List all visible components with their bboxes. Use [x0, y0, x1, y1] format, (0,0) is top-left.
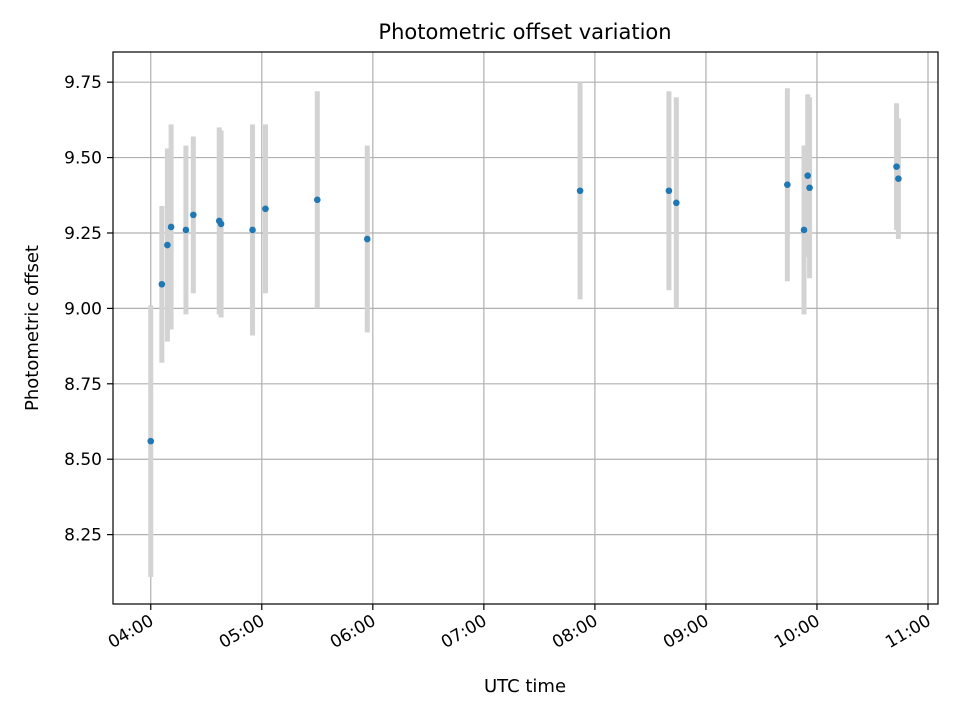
- y-tick-label: 9.00: [64, 299, 102, 319]
- data-point: [167, 223, 175, 231]
- x-tick-label: 04:00: [105, 611, 157, 653]
- data-point: [576, 187, 584, 195]
- y-tick-label: 8.25: [64, 526, 102, 546]
- x-tick-label: 11:00: [882, 611, 934, 653]
- y-tick-label: 9.25: [64, 224, 102, 244]
- data-point: [893, 163, 900, 170]
- x-tick-label: 07:00: [438, 611, 490, 653]
- data-point: [217, 220, 225, 228]
- x-axis-label: UTC time: [484, 676, 566, 697]
- data-point: [800, 226, 808, 234]
- y-axis-ticks: 8.25 8.50 8.75 9.00 9.25 9.50 9.75: [64, 73, 113, 546]
- x-axis-ticks: 04:00 05:00 06:00 07:00 08:00 09:00 10:00 11:00: [105, 604, 935, 653]
- y-axis-label: Photometric offset: [22, 245, 43, 411]
- data-point: [673, 199, 680, 207]
- data-point: [262, 205, 269, 213]
- grid-lines: [113, 52, 938, 604]
- data-point: [895, 175, 902, 182]
- data-point: [363, 235, 371, 243]
- data-point: [665, 187, 673, 195]
- data-points: [147, 163, 902, 445]
- data-point: [164, 241, 171, 249]
- data-point: [314, 196, 321, 204]
- y-tick-label: 8.75: [64, 375, 102, 395]
- data-point: [190, 211, 197, 219]
- x-tick-label: 10:00: [771, 611, 823, 653]
- data-point: [182, 226, 190, 234]
- data-point: [784, 181, 791, 189]
- data-point: [158, 280, 166, 288]
- data-point: [804, 172, 812, 179]
- x-tick-label: 09:00: [660, 611, 712, 653]
- x-tick-label: 06:00: [327, 611, 379, 653]
- y-tick-label: 9.50: [64, 149, 102, 169]
- data-point: [147, 437, 155, 445]
- y-tick-label: 9.75: [64, 73, 102, 93]
- x-tick-label: 05:00: [216, 611, 268, 653]
- chart-title: Photometric offset variation: [378, 20, 671, 44]
- x-tick-label: 08:00: [549, 611, 601, 653]
- data-point: [806, 184, 813, 192]
- y-tick-label: 8.50: [64, 450, 102, 470]
- data-point: [249, 226, 256, 234]
- error-bars: [148, 82, 901, 577]
- plot-area-frame: [112, 51, 939, 605]
